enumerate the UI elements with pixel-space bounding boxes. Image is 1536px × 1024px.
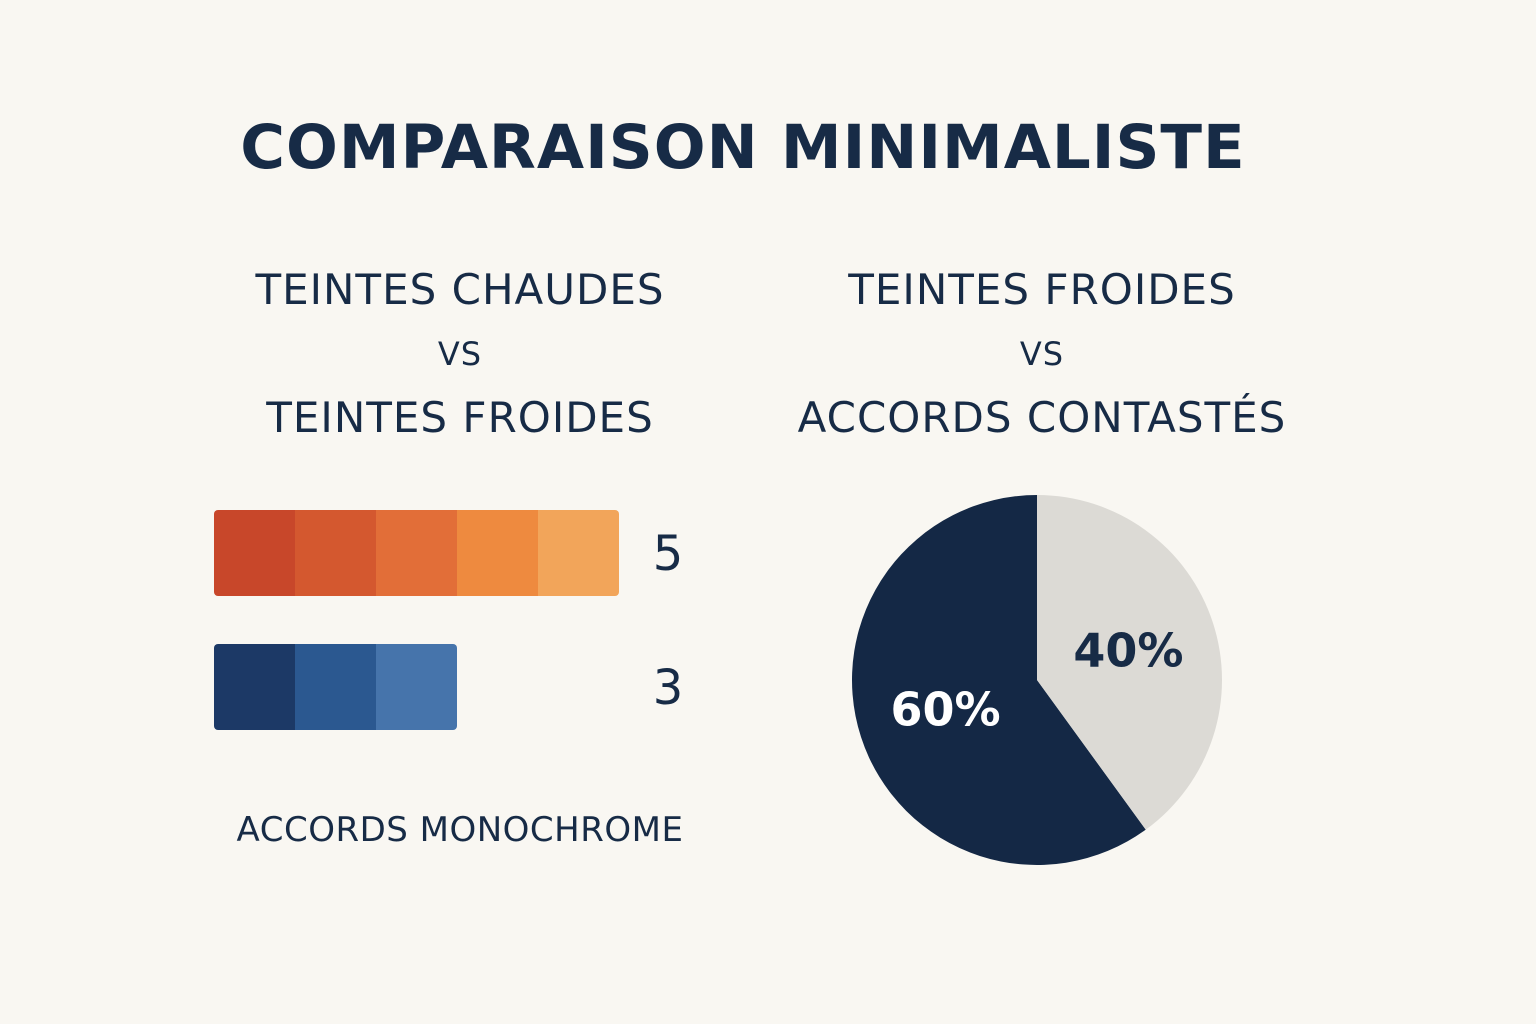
right-heading-line2: ACCORDS CONTASTÉS (797, 393, 1287, 442)
bar-1 (214, 510, 619, 596)
left-panel-footer: ACCORDS MONOCHROME (236, 810, 684, 850)
right-panel-heading: TEINTES FROIDES VS ACCORDS CONTASTÉS (732, 258, 1352, 450)
bar-2-segment-3 (376, 644, 457, 730)
bar-2 (214, 644, 457, 730)
bar-1-value-label: 5 (653, 526, 684, 582)
pie-slice-1-label: 60% (890, 683, 1000, 737)
chart-title: COMPARAISON MINIMALISTE (240, 112, 1246, 183)
bar-1-segment-2 (295, 510, 377, 596)
bar-2-segment-1 (214, 644, 296, 730)
right-heading-line1: TEINTES FROIDES (848, 265, 1236, 314)
left-heading-line2: TEINTES FROIDES (266, 393, 654, 442)
bar-1-segment-3 (376, 510, 458, 596)
bar-1-segment-4 (457, 510, 539, 596)
pie-slice-2-label: 40% (1073, 623, 1183, 677)
bar-2-value-label: 3 (653, 660, 684, 716)
pie-slice-1 (852, 495, 1146, 865)
pie-slice-2 (1037, 495, 1222, 830)
left-heading-vs: VS (437, 335, 483, 373)
left-panel-heading: TEINTES CHAUDES VS TEINTES FROIDES (150, 258, 770, 450)
bar-1-segment-1 (214, 510, 296, 596)
right-heading-vs: VS (1019, 335, 1065, 373)
left-heading-line1: TEINTES CHAUDES (255, 265, 665, 314)
bar-2-segment-2 (295, 644, 377, 730)
bar-1-segment-5 (538, 510, 619, 596)
